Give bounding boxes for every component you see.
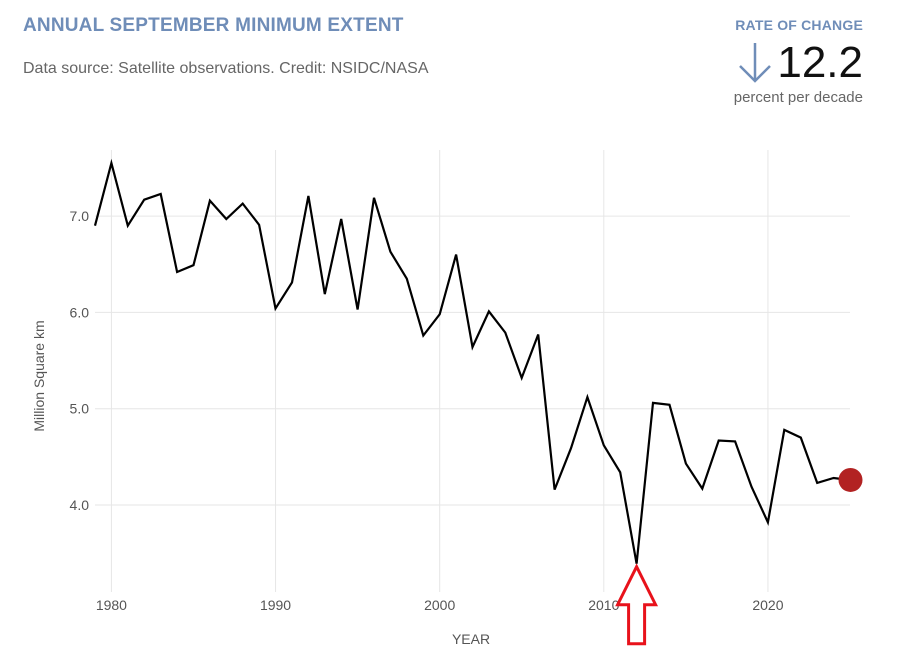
x-tick-label: 2010 [588,597,619,613]
rate-of-change-panel: RATE OF CHANGE 12.2 percent per decade [643,17,863,106]
annotation-layer [615,563,659,646]
chart-grid [95,150,850,592]
latest-point-marker [838,467,863,492]
extent-line [93,158,851,564]
x-tick-label: 2000 [424,597,455,613]
chart-title: ANNUAL SEPTEMBER MINIMUM EXTENT [23,15,404,36]
x-axis-ticks: 1980 1990 2000 2010 2020 [96,597,784,613]
y-tick-label: 5.0 [70,401,90,417]
data-series [93,158,851,564]
rate-label: RATE OF CHANGE [735,17,863,33]
data-points [838,467,863,492]
y-axis-ticks: 4.0 5.0 6.0 7.0 [70,208,90,513]
rate-row: 12.2 [643,37,863,89]
arrow-down-icon [739,43,772,83]
y-tick-label: 7.0 [70,208,90,224]
x-tick-label: 1980 [96,597,127,613]
y-tick-label: 6.0 [70,304,90,320]
x-tick-label: 2020 [752,597,783,613]
y-axis-label: Million Square km [31,320,47,431]
chart-subtitle: Data source: Satellite observations. Cre… [23,60,429,77]
x-axis-label: YEAR [452,631,490,647]
rate-unit: percent per decade [733,89,863,106]
x-tick-label: 1990 [260,597,291,613]
annotation-arrow-up-icon [615,563,659,646]
rate-value: 12.2 [777,38,863,87]
y-tick-label: 4.0 [70,497,90,513]
